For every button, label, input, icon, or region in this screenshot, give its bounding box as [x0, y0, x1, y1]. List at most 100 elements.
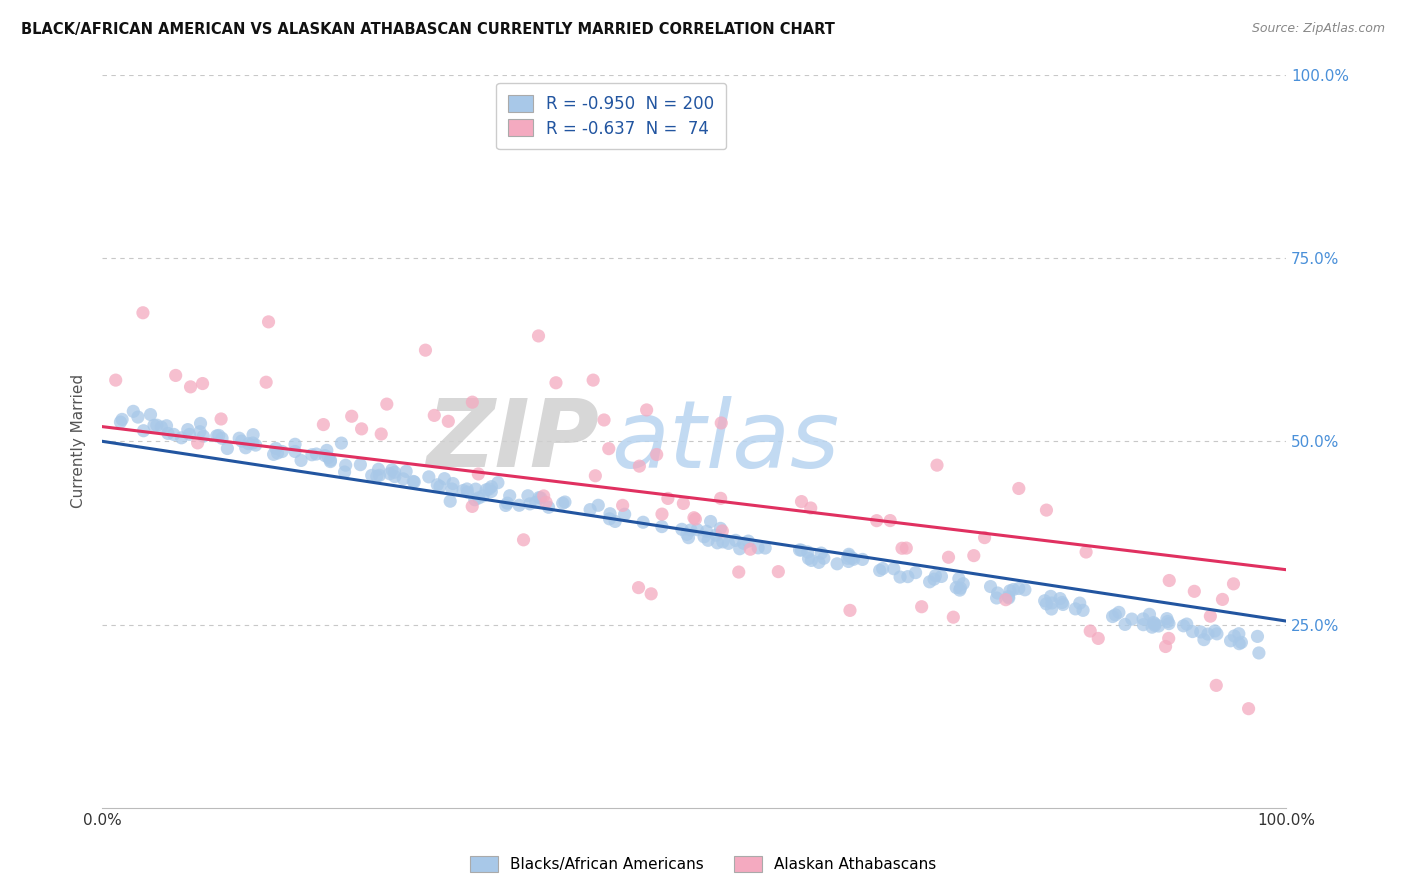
Point	[1033, 594, 1056, 608]
Point	[727, 565, 749, 579]
Point	[686, 523, 709, 537]
Point	[704, 528, 727, 542]
Point	[367, 462, 389, 476]
Point	[678, 531, 700, 545]
Point	[582, 373, 605, 387]
Point	[710, 491, 733, 506]
Point	[1227, 626, 1250, 640]
Point	[945, 581, 967, 595]
Point	[1114, 617, 1136, 632]
Point	[1159, 574, 1181, 588]
Point	[717, 536, 740, 550]
Point	[349, 458, 371, 472]
Point	[1173, 619, 1195, 633]
Point	[583, 468, 606, 483]
Point	[897, 569, 920, 583]
Point	[471, 489, 494, 503]
Point	[1040, 596, 1063, 610]
Point	[284, 437, 307, 451]
Point	[1132, 612, 1154, 626]
Point	[534, 495, 557, 509]
Point	[335, 458, 357, 473]
Point	[599, 512, 621, 526]
Point	[672, 496, 695, 510]
Point	[378, 467, 401, 481]
Point	[350, 422, 373, 436]
Point	[683, 510, 706, 524]
Point	[627, 581, 650, 595]
Point	[839, 603, 862, 617]
Point	[439, 494, 461, 508]
Point	[461, 395, 484, 409]
Point	[423, 409, 446, 423]
Point	[330, 436, 353, 450]
Point	[1104, 607, 1126, 622]
Point	[1142, 615, 1164, 630]
Point	[499, 489, 522, 503]
Point	[530, 491, 553, 505]
Point	[193, 429, 215, 443]
Point	[110, 415, 132, 429]
Point	[1147, 619, 1170, 633]
Point	[231, 434, 253, 448]
Point	[1071, 603, 1094, 617]
Point	[170, 431, 193, 445]
Point	[869, 564, 891, 578]
Point	[155, 418, 177, 433]
Point	[797, 551, 820, 566]
Point	[238, 436, 260, 450]
Point	[495, 499, 517, 513]
Point	[813, 551, 835, 566]
Point	[671, 522, 693, 536]
Point	[508, 498, 530, 512]
Point	[122, 404, 145, 418]
Point	[187, 436, 209, 450]
Point	[554, 495, 576, 509]
Point	[456, 485, 478, 500]
Point	[1181, 624, 1204, 639]
Point	[209, 412, 232, 426]
Point	[301, 448, 323, 462]
Point	[257, 315, 280, 329]
Point	[467, 491, 489, 505]
Point	[997, 590, 1019, 604]
Point	[807, 555, 830, 569]
Point	[527, 329, 550, 343]
Point	[896, 541, 918, 555]
Point	[709, 521, 731, 535]
Point	[963, 549, 986, 563]
Point	[980, 580, 1002, 594]
Point	[366, 469, 388, 483]
Point	[180, 380, 202, 394]
Point	[789, 543, 811, 558]
Point	[437, 414, 460, 428]
Point	[1211, 592, 1233, 607]
Point	[264, 442, 287, 456]
Legend: Blacks/African Americans, Alaskan Athabascans: Blacks/African Americans, Alaskan Athaba…	[463, 848, 943, 880]
Point	[496, 496, 519, 510]
Point	[879, 514, 901, 528]
Point	[838, 549, 860, 563]
Point	[177, 423, 200, 437]
Point	[481, 480, 503, 494]
Point	[537, 500, 560, 515]
Point	[318, 450, 340, 465]
Point	[384, 469, 406, 483]
Point	[1246, 629, 1268, 643]
Point	[375, 397, 398, 411]
Point	[949, 583, 972, 598]
Point	[1197, 627, 1219, 641]
Point	[235, 441, 257, 455]
Point	[790, 543, 813, 558]
Point	[628, 459, 651, 474]
Point	[1247, 646, 1270, 660]
Point	[605, 515, 627, 529]
Point	[228, 431, 250, 445]
Point	[315, 443, 337, 458]
Point	[384, 465, 406, 479]
Point	[461, 500, 484, 514]
Point	[312, 417, 335, 432]
Point	[1008, 582, 1031, 596]
Point	[613, 508, 636, 522]
Point	[1008, 482, 1031, 496]
